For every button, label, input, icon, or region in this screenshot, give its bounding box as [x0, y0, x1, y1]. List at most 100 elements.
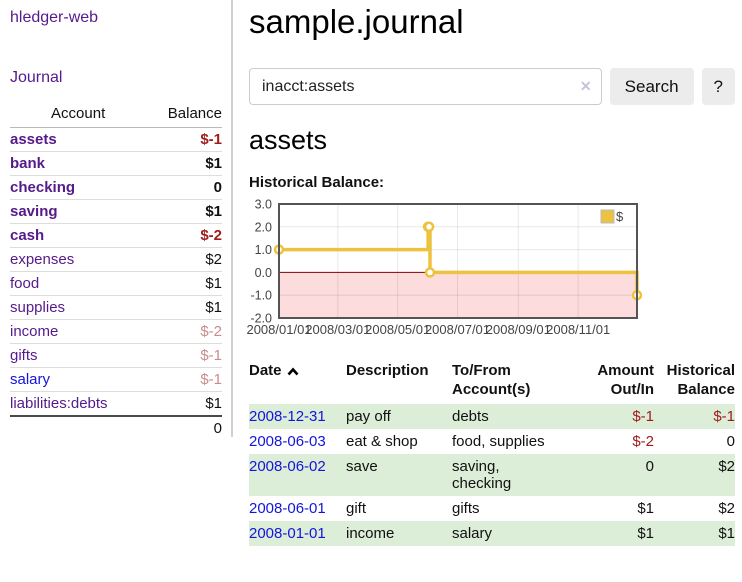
account-balance: $1	[146, 199, 222, 224]
chart-x-tick-label: 2008/01/01	[246, 322, 311, 337]
transaction-date-cell: 2008-06-01	[249, 496, 346, 521]
search-input[interactable]	[249, 68, 602, 105]
clear-search-icon[interactable]: ✕	[579, 78, 592, 94]
account-link-bank[interactable]: bank	[10, 155, 46, 172]
account-link-salary[interactable]: salary	[10, 371, 51, 388]
historical-balance-chart: $3.0 2.0 1.0 0.0 -1.0 -2.0 2008/01/01 2008/03/0…	[246, 198, 643, 343]
account-cell: income	[10, 319, 147, 344]
transaction-description: save	[346, 454, 452, 496]
account-balance: $1	[146, 151, 222, 176]
chart-x-tick-label: 2008/03/01	[305, 322, 370, 337]
account-cell: gifts	[10, 343, 147, 368]
transaction-balance: 0	[726, 433, 735, 450]
account-row: checking 0	[10, 175, 222, 200]
help-button[interactable]: ?	[701, 68, 735, 105]
app-title-link[interactable]: hledger-web	[10, 9, 99, 26]
account-balance: $-1	[146, 343, 222, 368]
account-link-supplies[interactable]: supplies	[10, 299, 66, 316]
column-header-amount: Amount Out/In	[597, 362, 654, 398]
account-cell: expenses	[10, 247, 147, 272]
transaction-accounts: saving, checking	[452, 454, 583, 496]
transaction-amount: $1	[637, 500, 654, 517]
spacer	[10, 415, 147, 440]
search-form: ✕ Search ?	[249, 68, 735, 105]
chart-y-tick-label: 2.0	[255, 220, 272, 234]
accounts-header-balance: Balance	[146, 102, 222, 128]
account-link-income[interactable]: income	[10, 323, 59, 340]
account-title: assets	[249, 125, 328, 155]
account-link-checking[interactable]: checking	[10, 179, 76, 196]
transaction-amount: $1	[583, 521, 654, 546]
account-link-gifts[interactable]: gifts	[10, 347, 38, 364]
sidebar-item-journal[interactable]: Journal	[10, 69, 63, 86]
account-row: salary $-1	[10, 367, 222, 392]
account-link-expenses[interactable]: expenses	[10, 251, 75, 268]
transaction-accounts: gifts	[452, 500, 480, 517]
transaction-date-link[interactable]: 2008-06-02	[249, 458, 326, 475]
transaction-balance: $2	[654, 454, 735, 496]
chart-x-tick-label: 2008/11/01	[546, 322, 610, 337]
account-link-saving[interactable]: saving	[10, 203, 58, 220]
account-cell: supplies	[10, 295, 147, 320]
chart-canvas: $3.0 2.0 1.0 0.0 -1.0 -2.02008/01/012008/03/0…	[246, 198, 643, 337]
accounts-table: Account Balance assets $-1 bank $1 checking 0…	[10, 102, 222, 440]
register-table: Date Description To/From Account(s) Amou…	[249, 359, 735, 546]
transaction-accounts: salary	[452, 521, 583, 546]
transaction-date-cell: 2008-01-01	[249, 521, 346, 546]
main-content: sample.journal ✕ Search ? assets Histori…	[246, 0, 735, 546]
chart-y-tick-label: -1.0	[250, 289, 272, 303]
transaction-accounts: debts	[452, 404, 583, 429]
transaction-date-link[interactable]: 2008-01-01	[249, 525, 326, 542]
chart-title: Historical Balance:	[249, 174, 385, 191]
sidebar: hledger-web Journal Account Balance asse…	[0, 0, 233, 440]
account-row: income $-2	[10, 319, 222, 344]
accounts-header-account: Account	[10, 102, 147, 128]
transaction-date-cell: 2008-12-31	[249, 404, 346, 429]
transaction-amount: $-1	[583, 404, 654, 429]
transaction-balance: $1	[654, 521, 735, 546]
account-link-cash[interactable]: cash	[10, 227, 45, 244]
transaction-date-link[interactable]: 2008-06-03	[249, 433, 326, 450]
account-row: liabilities:debts $1	[10, 391, 222, 416]
transaction-balance: $2	[718, 500, 735, 517]
sort-ascending-icon	[287, 367, 298, 376]
transaction-date-cell: 2008-06-03	[249, 429, 346, 454]
account-link-liabilities-debts[interactable]: liabilities:debts	[10, 395, 108, 412]
column-header-date[interactable]: Date	[249, 359, 346, 404]
account-row: cash $-2	[10, 223, 222, 248]
account-balance: $-2	[146, 319, 222, 344]
account-row: expenses $2	[10, 247, 222, 272]
transaction-description: pay off	[346, 404, 452, 429]
account-link-food[interactable]: food	[10, 275, 40, 292]
account-balance: $1	[146, 295, 222, 320]
column-header-date-label: Date	[249, 362, 282, 379]
account-balance: $1	[146, 391, 222, 416]
account-balance: $2	[146, 247, 222, 272]
account-cell: salary	[10, 367, 147, 392]
chart-y-tick-label: 1.0	[255, 243, 272, 257]
account-cell: checking	[10, 175, 147, 200]
account-cell: cash	[10, 223, 147, 248]
account-cell: saving	[10, 199, 147, 224]
account-cell: liabilities:debts	[10, 391, 147, 416]
account-row: food $1	[10, 271, 222, 296]
account-row: gifts $-1	[10, 343, 222, 368]
transaction-date-link[interactable]: 2008-12-31	[249, 408, 326, 425]
column-header-accounts: To/From Account(s)	[452, 362, 531, 398]
account-balance: $-1	[200, 131, 222, 148]
legend-label: $	[616, 209, 624, 224]
account-cell: food	[10, 271, 147, 296]
chart-y-tick-label: 0.0	[255, 266, 272, 280]
account-balance: 0	[146, 175, 222, 200]
account-link-assets[interactable]: assets	[10, 131, 57, 148]
chart-y-tick-label: 3.0	[255, 198, 272, 212]
table-row: 2008-06-01 gift gifts $1 $2	[249, 496, 735, 521]
chart-border	[278, 203, 638, 319]
accounts-total-row: 0	[10, 415, 222, 440]
page-title: sample.journal	[249, 3, 464, 40]
table-row: 2008-06-03 eat & shop food, supplies $-2 0	[249, 429, 735, 454]
account-balance: $1	[146, 271, 222, 296]
transaction-date-link[interactable]: 2008-06-01	[249, 500, 326, 517]
transaction-amount: $-2	[632, 433, 654, 450]
search-button[interactable]: Search	[609, 68, 694, 105]
